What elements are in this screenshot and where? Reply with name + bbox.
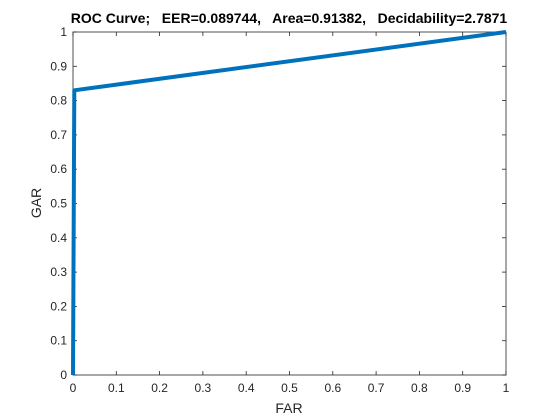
y-tick-label: 0.3 bbox=[50, 265, 67, 279]
x-tick-label: 0.7 bbox=[368, 381, 385, 395]
x-tick-label: 0.3 bbox=[195, 381, 212, 395]
x-tick-label: 0.5 bbox=[281, 381, 298, 395]
y-tick-label: 0.9 bbox=[50, 59, 67, 73]
y-tick-label: 0.4 bbox=[50, 231, 67, 245]
x-tick-label: 0.2 bbox=[151, 381, 168, 395]
y-axis-label: GAR bbox=[28, 188, 44, 218]
plot-area: 0 0.1 0.2 0.3 0.4 0.5 0.6 0.7 0.8 0.9 1 0 0.1 0.2 0.3 0… bbox=[50, 25, 509, 395]
roc-curve-line bbox=[71, 30, 507, 376]
y-tick-label: 0 bbox=[60, 368, 67, 382]
x-tick-label: 1 bbox=[503, 381, 510, 395]
axes-box bbox=[72, 31, 507, 376]
x-tick-label: 0.9 bbox=[454, 381, 471, 395]
y-tick-label: 0.5 bbox=[50, 197, 67, 211]
y-tick-label: 0.8 bbox=[50, 94, 67, 108]
y-tick-label: 0.2 bbox=[50, 299, 67, 313]
x-axis-label: FAR bbox=[275, 400, 302, 416]
y-tick-label: 1 bbox=[60, 25, 67, 39]
chart-title: ROC Curve; EER=0.089744, Area=0.91382, D… bbox=[71, 10, 508, 26]
y-tick-label: 0.7 bbox=[50, 128, 67, 142]
y-tick-label: 0.1 bbox=[50, 334, 67, 348]
x-tick-label: 0 bbox=[70, 381, 77, 395]
x-tick-label: 0.1 bbox=[108, 381, 125, 395]
x-tick-label: 0.6 bbox=[324, 381, 341, 395]
y-tick-label: 0.6 bbox=[50, 162, 67, 176]
x-tick-label: 0.4 bbox=[238, 381, 255, 395]
x-tick-label: 0.8 bbox=[411, 381, 428, 395]
